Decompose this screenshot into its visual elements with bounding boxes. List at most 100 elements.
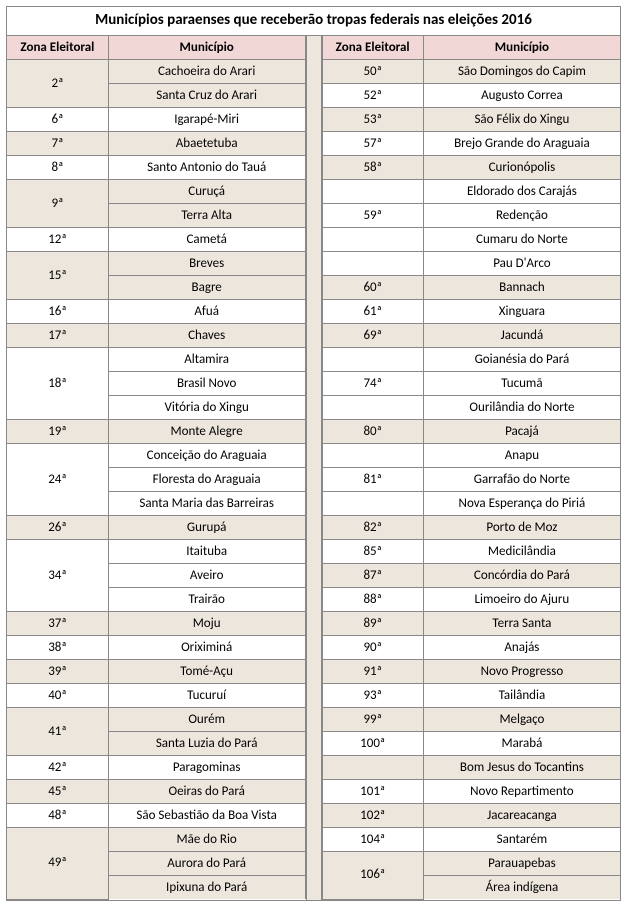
zona-cell: 101ª [322, 780, 423, 804]
municipio-cell: Novo Repartimento [423, 780, 620, 804]
table-row: 34ªItaituba [7, 540, 305, 564]
municipio-cell: São Sebastião da Boa Vista [108, 804, 305, 828]
municipio-cell: Moju [108, 612, 305, 636]
table-row: Goianésia do Pará [322, 348, 620, 372]
table-row: 100ªMarabá [322, 732, 620, 756]
zona-cell: 90ª [322, 636, 423, 660]
zona-cell: 93ª [322, 684, 423, 708]
zona-cell: 82ª [322, 516, 423, 540]
municipio-cell: Garrafão do Norte [423, 468, 620, 492]
zona-cell: 38ª [7, 636, 108, 660]
municipio-cell: Tailândia [423, 684, 620, 708]
municipio-cell: Chaves [108, 324, 305, 348]
table-row: Ourilândia do Norte [322, 396, 620, 420]
table-row: 9ªCuruçá [7, 180, 305, 204]
municipio-cell: Cametá [108, 228, 305, 252]
table-row: Nova Esperança do Piriá [322, 492, 620, 516]
zona-cell: 80ª [322, 420, 423, 444]
zona-cell: 61ª [322, 300, 423, 324]
municipio-cell: Aurora do Pará [108, 852, 305, 876]
municipio-cell: Marabá [423, 732, 620, 756]
municipio-cell: Santa Luzia do Pará [108, 732, 305, 756]
zona-cell: 2ª [7, 60, 108, 108]
zona-cell: 102ª [322, 804, 423, 828]
municipio-cell: Brejo Grande do Araguaia [423, 132, 620, 156]
municipio-cell: Xinguara [423, 300, 620, 324]
zona-cell: 7ª [7, 132, 108, 156]
zona-cell: 57ª [322, 132, 423, 156]
table-row: 45ªOeiras do Pará [7, 780, 305, 804]
zona-cell: 74ª [322, 372, 423, 396]
municipio-cell: Bannach [423, 276, 620, 300]
table-row: 69ªJacundá [322, 324, 620, 348]
municipio-cell: Parauapebas [423, 852, 620, 876]
municipio-cell: Limoeiro do Ajuru [423, 588, 620, 612]
right-column: Zona EleitoralMunicípio50ªSão Domingos d… [322, 36, 621, 900]
zona-cell [322, 228, 423, 252]
zona-cell: 100ª [322, 732, 423, 756]
zona-cell: 53ª [322, 108, 423, 132]
zona-cell: 24ª [7, 444, 108, 516]
zona-cell: 45ª [7, 780, 108, 804]
zona-cell [322, 348, 423, 372]
municipio-cell: Curuçá [108, 180, 305, 204]
zona-cell: 34ª [7, 540, 108, 612]
municipio-cell: Redenção [423, 204, 620, 228]
table-row: 38ªOriximiná [7, 636, 305, 660]
table-row: 57ªBrejo Grande do Araguaia [322, 132, 620, 156]
zona-cell: 39ª [7, 660, 108, 684]
table-row: 50ªSão Domingos do Capim [322, 60, 620, 84]
table-row: Anapu [322, 444, 620, 468]
municipio-cell: Tucumã [423, 372, 620, 396]
table-row: 6ªIgarapé-Miri [7, 108, 305, 132]
municipio-cell: Anapu [423, 444, 620, 468]
zona-cell: 50ª [322, 60, 423, 84]
table-row: 8ªSanto Antonio do Tauá [7, 156, 305, 180]
municipio-cell: Breves [108, 252, 305, 276]
municipio-cell: Gurupá [108, 516, 305, 540]
table-row: 89ªTerra Santa [322, 612, 620, 636]
table-row: 15ªBreves [7, 252, 305, 276]
municipio-cell: Vitória do Xingu [108, 396, 305, 420]
zona-cell: 16ª [7, 300, 108, 324]
table-row: 12ªCametá [7, 228, 305, 252]
zona-cell: 52ª [322, 84, 423, 108]
municipio-cell: Porto de Moz [423, 516, 620, 540]
zona-cell: 26ª [7, 516, 108, 540]
municipio-cell: Afuá [108, 300, 305, 324]
municipio-cell: Trairão [108, 588, 305, 612]
municipio-cell: Jacundá [423, 324, 620, 348]
zona-cell: 40ª [7, 684, 108, 708]
table-row: 40ªTucuruí [7, 684, 305, 708]
zona-cell [322, 756, 423, 780]
table-row: 102ªJacareacanga [322, 804, 620, 828]
zona-cell: 49ª [7, 828, 108, 900]
zona-cell: 9ª [7, 180, 108, 228]
table-row: 52ªAugusto Correa [322, 84, 620, 108]
zona-cell: 37ª [7, 612, 108, 636]
table-row: 53ªSão Félix do Xingu [322, 108, 620, 132]
municipio-cell: Novo Progresso [423, 660, 620, 684]
table-row: 61ªXinguara [322, 300, 620, 324]
table-row: 42ªParagominas [7, 756, 305, 780]
zona-cell: 106ª [322, 852, 423, 900]
table-row: 19ªMonte Alegre [7, 420, 305, 444]
table-row: 91ªNovo Progresso [322, 660, 620, 684]
municipio-cell: Santarém [423, 828, 620, 852]
left-table: Zona EleitoralMunicípio2ªCachoeira do Ar… [7, 36, 306, 900]
municipio-cell: Nova Esperança do Piriá [423, 492, 620, 516]
table-row: Bom Jesus do Tocantins [322, 756, 620, 780]
municipio-cell: Brasil Novo [108, 372, 305, 396]
zona-cell: 59ª [322, 204, 423, 228]
municipio-cell: Conceição do Araguaia [108, 444, 305, 468]
municipio-cell: Oriximiná [108, 636, 305, 660]
table-row: 90ªAnajás [322, 636, 620, 660]
table-row: 41ªOurém [7, 708, 305, 732]
table-row: 74ªTucumã [322, 372, 620, 396]
municipio-cell: Goianésia do Pará [423, 348, 620, 372]
table-row: 58ªCurionópolis [322, 156, 620, 180]
table-row: 88ªLimoeiro do Ajuru [322, 588, 620, 612]
municipio-cell: Jacareacanga [423, 804, 620, 828]
municipio-cell: São Félix do Xingu [423, 108, 620, 132]
zona-cell: 8ª [7, 156, 108, 180]
